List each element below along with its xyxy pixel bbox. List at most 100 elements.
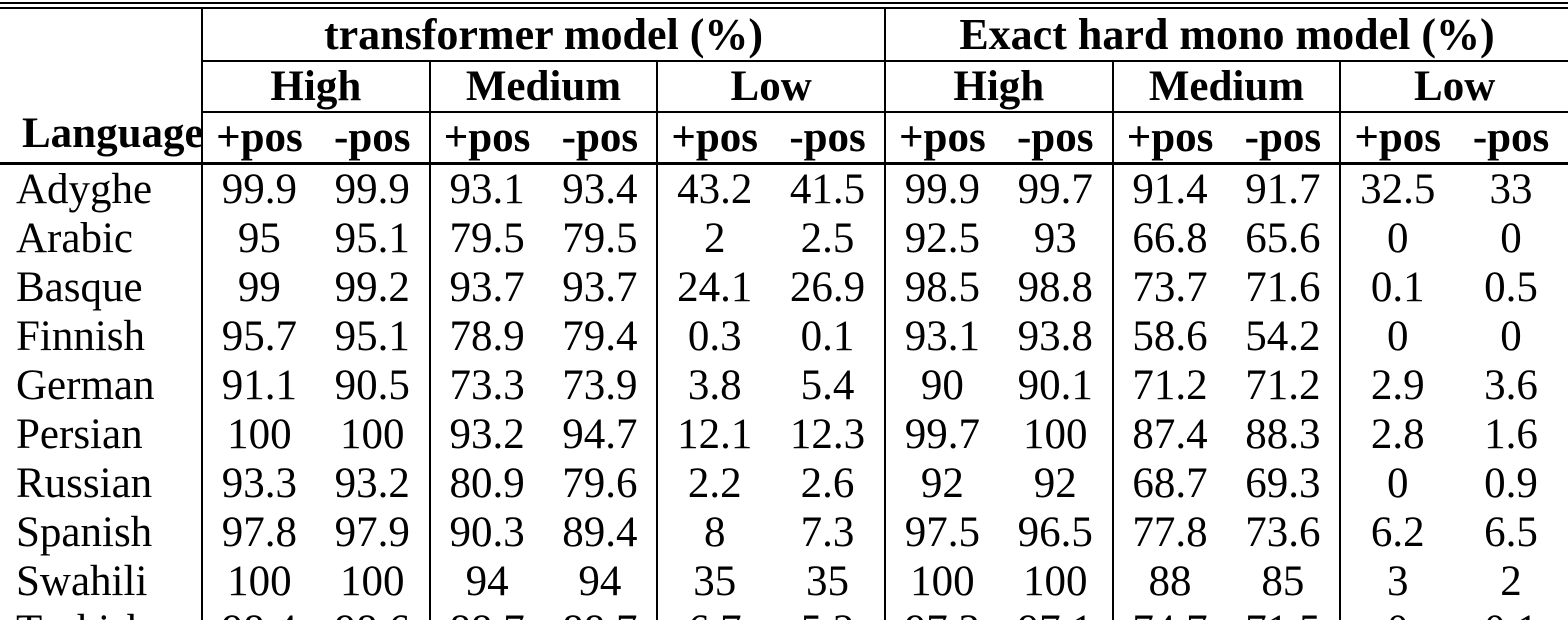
value-cell: 74.7	[1111, 606, 1227, 620]
value-cell: 98.4	[201, 606, 316, 620]
level-header-transformer-low: Low	[656, 61, 885, 113]
value-cell: 32.5	[1339, 163, 1455, 214]
value-cell: 73.7	[1111, 263, 1227, 312]
value-cell: 88.3	[1245, 411, 1321, 458]
pos-header: +pos	[883, 112, 999, 165]
value-cell: 0	[1339, 312, 1455, 361]
value-cell: 0.5	[1484, 264, 1538, 311]
value-cell: 79.5	[428, 214, 544, 263]
value-cell: 93.2	[334, 460, 410, 507]
value-cell: 90.3	[428, 508, 544, 557]
pos-header: +pos	[1339, 112, 1455, 165]
value-cell: 54.2	[1245, 313, 1321, 360]
value-cell: 90.5	[334, 362, 410, 409]
value-cell: 99.7	[883, 410, 999, 459]
language-cell: Adyghe	[16, 166, 153, 213]
pos-header: +pos	[656, 112, 772, 165]
value-cell: 97.8	[201, 508, 316, 557]
level-header-transformer-medium: Medium	[428, 61, 658, 113]
value-cell: 33	[1489, 166, 1533, 213]
value-cell: 71.2	[1245, 362, 1321, 409]
language-cell: German	[16, 362, 155, 409]
value-cell: 79.6	[562, 460, 638, 507]
value-cell: 5.4	[800, 362, 855, 409]
value-cell: 93.1	[883, 312, 999, 361]
language-cell: Russian	[16, 460, 153, 507]
value-cell: 12.1	[656, 410, 772, 459]
value-cell: 88.7	[543, 606, 657, 620]
value-cell: 0	[1339, 606, 1455, 620]
group-header-transformer-model: transformer model (%)	[201, 9, 885, 62]
pos-header: +pos	[1111, 112, 1227, 165]
value-cell: 96.5	[1017, 509, 1093, 556]
value-cell: 0.1	[1454, 606, 1568, 620]
value-cell: 24.1	[656, 263, 772, 312]
value-cell: 66.8	[1111, 214, 1227, 263]
language-cell: Arabic	[16, 215, 133, 262]
value-cell: 95.1	[334, 313, 410, 360]
language-cell: Turkish	[0, 606, 202, 620]
value-cell: 80.9	[428, 459, 544, 508]
value-cell: 0	[1500, 313, 1522, 360]
value-cell: 94.7	[562, 411, 638, 458]
value-cell: 99.2	[334, 264, 410, 311]
table-row: Turkish 98.4 98.6 88.7 88.7 6.7 5.2 97.3…	[0, 606, 1568, 620]
table-row: Spanish 97.8 97.9 90.3 89.4 8 7.3 97.5 9…	[0, 508, 1568, 557]
value-cell: 94	[428, 557, 544, 606]
value-cell: 3.6	[1484, 362, 1538, 409]
value-cell: 88.7	[428, 606, 544, 620]
value-cell: 6.5	[1484, 509, 1538, 556]
value-cell: 91.7	[1245, 166, 1321, 213]
value-cell: 99.9	[883, 163, 999, 214]
language-cell: Swahili	[16, 558, 148, 605]
value-cell: 3.8	[656, 361, 772, 410]
value-cell: 93.2	[428, 410, 544, 459]
value-cell: 93	[1033, 215, 1077, 262]
level-header-transformer-high: High	[201, 61, 430, 113]
value-cell: 94	[578, 558, 622, 605]
value-cell: 100	[339, 411, 405, 458]
table-row: Adyghe 99.9 99.9 93.1 93.4 43.2 41.5 99.…	[0, 163, 1568, 214]
value-cell: 5.2	[771, 606, 885, 620]
value-cell: 1.6	[1484, 411, 1538, 458]
value-cell: 92	[1033, 460, 1077, 507]
value-cell: 93.7	[562, 264, 638, 311]
value-cell: 71.5	[1226, 606, 1340, 620]
value-cell: 100	[201, 557, 316, 606]
value-cell: 2.6	[800, 460, 855, 507]
value-cell: 2.8	[1339, 410, 1455, 459]
neg-header: -pos	[998, 112, 1113, 165]
value-cell: 12.3	[789, 411, 866, 458]
value-cell: 8	[656, 508, 772, 557]
value-cell: 0.1	[1339, 263, 1455, 312]
value-cell: 100	[339, 558, 405, 605]
value-cell: 2	[656, 214, 772, 263]
value-cell: 90	[883, 361, 999, 410]
value-cell: 68.7	[1111, 459, 1227, 508]
value-cell: 97.3	[883, 606, 999, 620]
group-header-row: Language transformer model (%) Exact har…	[0, 9, 1568, 165]
value-cell: 91.4	[1111, 163, 1227, 214]
value-cell: 71.6	[1245, 264, 1321, 311]
value-cell: 58.6	[1111, 312, 1227, 361]
neg-header: -pos	[771, 112, 885, 165]
value-cell: 91.1	[201, 361, 316, 410]
value-cell: 35	[806, 558, 850, 605]
neg-header: -pos	[543, 112, 658, 165]
table-row: Swahili 100 100 94 94 35 35 100 100 88 8…	[0, 557, 1568, 606]
value-cell: 97.9	[334, 509, 410, 556]
value-cell: 98.5	[883, 263, 999, 312]
value-cell: 93.7	[428, 263, 544, 312]
value-cell: 65.6	[1245, 215, 1321, 262]
value-cell: 95	[201, 214, 316, 263]
level-header-exact-low: Low	[1339, 61, 1568, 113]
value-cell: 0	[1339, 214, 1455, 263]
value-cell: 97.1	[999, 606, 1113, 620]
value-cell: 99.7	[1017, 166, 1093, 213]
value-cell: 87.4	[1111, 410, 1227, 459]
language-cell: Spanish	[16, 509, 153, 556]
pos-header-row: +pos -pos +pos -pos +pos -pos +pos -pos …	[0, 112, 1568, 165]
value-cell: 69.3	[1245, 460, 1321, 507]
level-header-row: High Medium Low High Medium Low	[0, 61, 1568, 113]
